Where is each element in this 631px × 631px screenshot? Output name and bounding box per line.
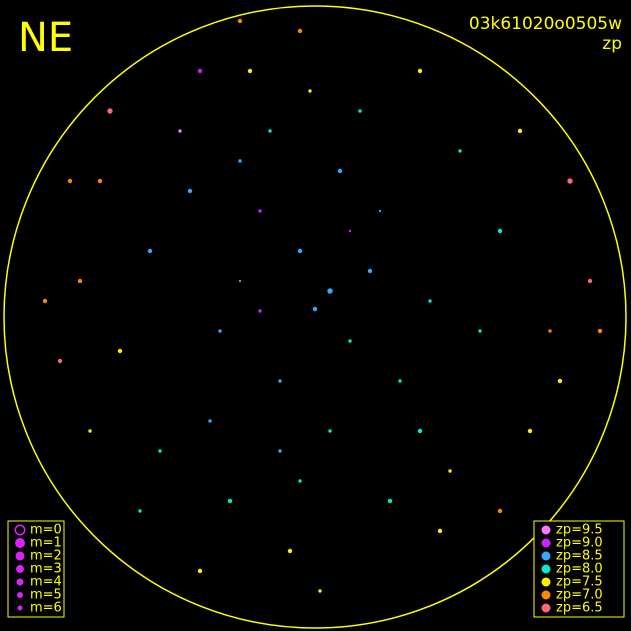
color-legend-marker xyxy=(541,551,551,561)
star xyxy=(138,509,142,513)
size-legend-label: m=5 xyxy=(30,588,62,603)
star xyxy=(238,159,242,163)
star xyxy=(597,328,603,334)
size-legend-label: m=6 xyxy=(30,601,62,616)
size-legend-label: m=4 xyxy=(30,575,62,590)
star xyxy=(497,228,503,234)
star xyxy=(312,306,318,312)
star xyxy=(287,548,293,554)
star xyxy=(417,428,423,434)
star xyxy=(367,268,373,274)
star xyxy=(458,149,462,153)
color-legend-marker xyxy=(541,577,551,587)
star xyxy=(107,108,113,114)
star xyxy=(297,28,303,34)
color-legend-marker xyxy=(541,603,551,613)
color-legend-label: zp=6.5 xyxy=(556,601,603,616)
star xyxy=(517,128,523,134)
size-legend-label: m=2 xyxy=(30,549,62,564)
star xyxy=(448,469,452,473)
color-label: zp xyxy=(602,34,622,54)
star xyxy=(328,429,332,433)
star xyxy=(417,68,423,74)
size-legend-marker xyxy=(17,605,23,611)
star xyxy=(77,278,83,284)
star xyxy=(57,358,63,364)
star xyxy=(428,299,432,303)
star xyxy=(297,248,303,254)
star xyxy=(268,129,272,133)
star xyxy=(237,18,243,24)
star xyxy=(117,348,123,354)
star xyxy=(358,109,362,113)
star xyxy=(158,449,162,453)
star xyxy=(437,528,443,534)
subtitle: 03k61020o0505w xyxy=(469,14,622,34)
color-legend-label: zp=9.0 xyxy=(556,536,603,551)
star xyxy=(67,178,73,184)
size-legend-marker xyxy=(15,551,25,561)
size-legend-label: m=0 xyxy=(30,523,62,538)
chart-title: NE xyxy=(18,15,73,61)
color-legend-marker xyxy=(541,538,551,548)
star xyxy=(178,129,182,133)
star xyxy=(278,379,282,383)
size-legend-marker xyxy=(15,538,25,548)
star xyxy=(42,298,48,304)
star xyxy=(147,248,153,254)
color-legend-label: zp=8.5 xyxy=(556,549,603,564)
star xyxy=(218,329,222,333)
star xyxy=(227,498,233,504)
size-legend-marker xyxy=(16,578,24,586)
color-legend-label: zp=9.5 xyxy=(556,523,603,538)
star xyxy=(197,68,203,74)
color-legend-label: zp=7.0 xyxy=(556,588,603,603)
star xyxy=(398,379,402,383)
star xyxy=(348,229,352,233)
star xyxy=(327,288,333,294)
star xyxy=(238,279,242,283)
size-legend-marker xyxy=(17,592,23,598)
star xyxy=(378,209,382,213)
star xyxy=(258,209,262,213)
size-legend-label: m=1 xyxy=(30,536,62,551)
star xyxy=(557,378,563,384)
star xyxy=(208,419,212,423)
size-legend-label: m=3 xyxy=(30,562,62,577)
star xyxy=(548,329,552,333)
color-legend-marker xyxy=(541,590,551,600)
color-legend-label: zp=7.5 xyxy=(556,575,603,590)
star xyxy=(278,449,282,453)
star xyxy=(348,339,352,343)
star xyxy=(318,589,322,593)
star xyxy=(587,278,593,284)
star xyxy=(497,508,503,514)
star xyxy=(308,89,312,93)
star xyxy=(258,309,262,313)
star xyxy=(387,498,393,504)
star xyxy=(97,178,103,184)
star xyxy=(197,568,203,574)
size-legend-marker xyxy=(14,524,26,536)
star xyxy=(478,329,482,333)
star xyxy=(88,429,92,433)
color-legend-marker xyxy=(541,564,551,574)
color-legend-label: zp=8.0 xyxy=(556,562,603,577)
size-legend-marker xyxy=(16,565,24,573)
star xyxy=(187,188,193,194)
color-legend-marker xyxy=(541,525,551,535)
star xyxy=(247,68,253,74)
star xyxy=(527,428,533,434)
star xyxy=(298,479,302,483)
sky-circle xyxy=(3,5,627,629)
star xyxy=(567,178,573,184)
star xyxy=(337,168,343,174)
